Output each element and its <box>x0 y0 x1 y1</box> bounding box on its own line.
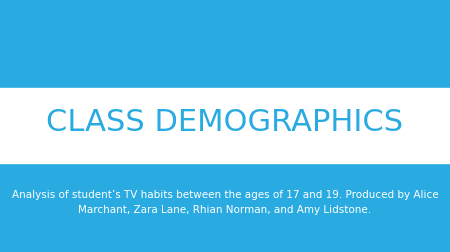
Text: Analysis of student’s TV habits between the ages of 17 and 19. Produced by Alice: Analysis of student’s TV habits between … <box>12 189 438 214</box>
Bar <box>0 88 450 164</box>
Text: CLASS DEMOGRAPHICS: CLASS DEMOGRAPHICS <box>46 108 404 137</box>
